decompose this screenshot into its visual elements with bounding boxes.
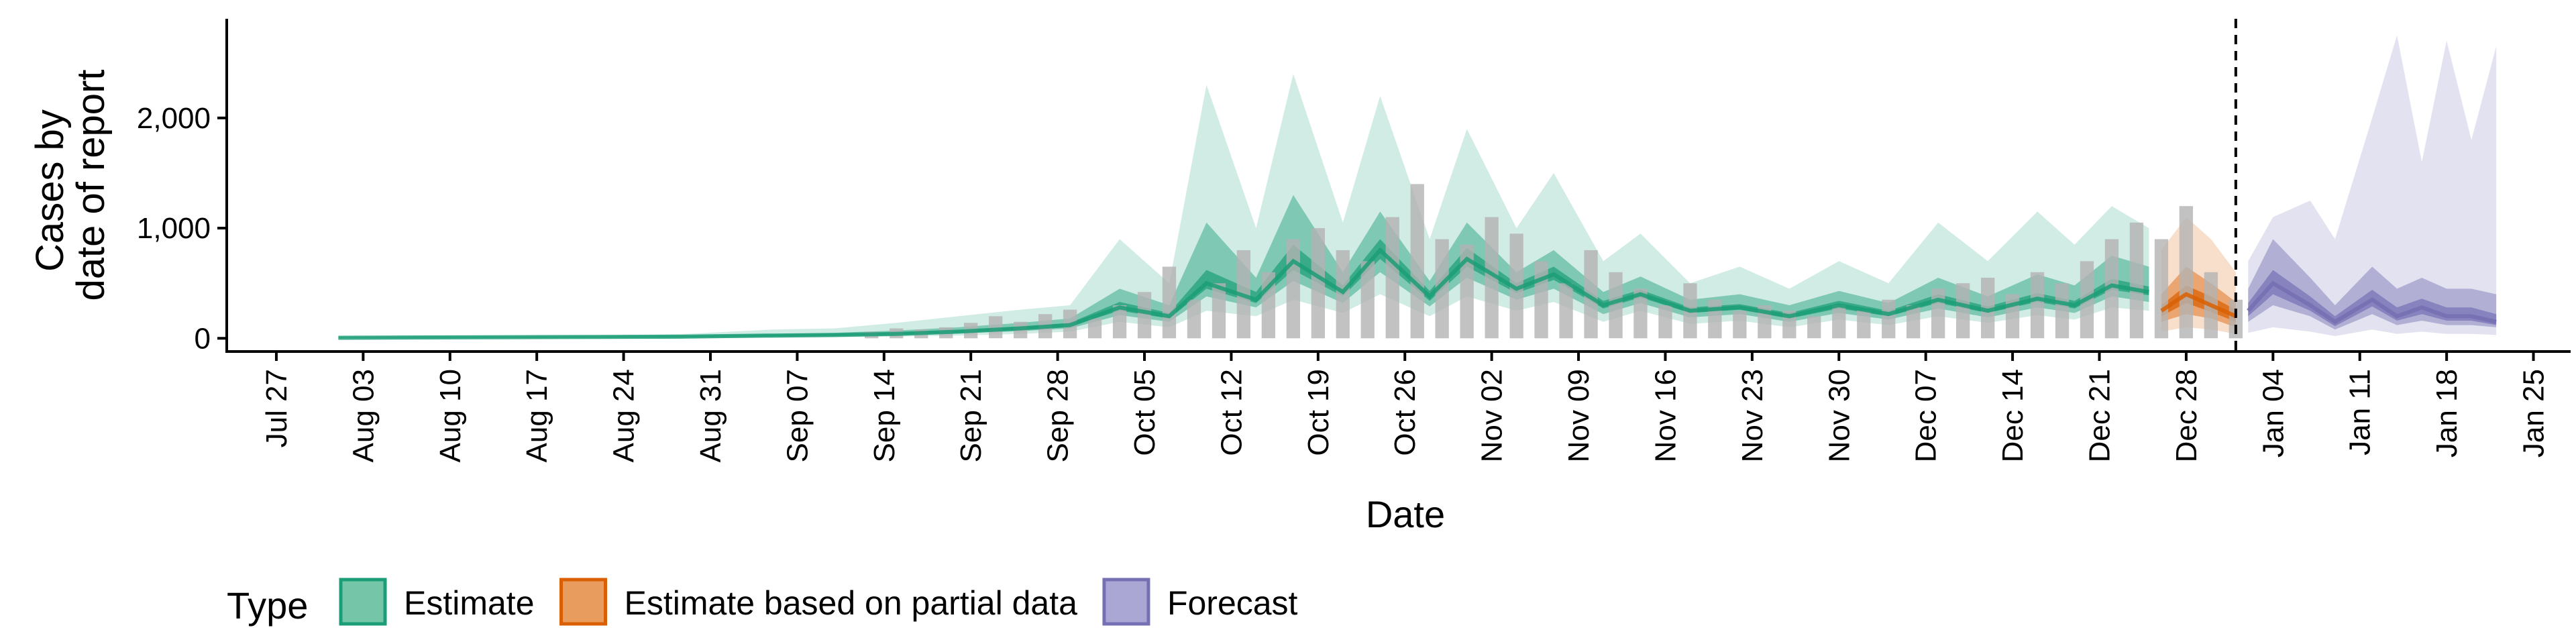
x-tick-label: Oct 26 — [1389, 369, 1421, 456]
x-tick-label: Aug 24 — [608, 369, 641, 462]
observed-bar — [2179, 206, 2193, 339]
x-tick-label: Dec 14 — [1996, 369, 2029, 462]
x-tick-label: Aug 17 — [521, 369, 553, 462]
observed-bar — [1162, 266, 1177, 339]
y-tick-label: 1,000 — [137, 212, 211, 245]
legend: Type Estimate Estimate based on partial d… — [227, 578, 1298, 627]
observed-bar — [2055, 283, 2070, 339]
x-tick-label: Nov 02 — [1476, 369, 1509, 462]
observed-bar — [1658, 305, 1672, 339]
y-tick-label: 0 — [195, 322, 211, 355]
x-tick-label: Nov 09 — [1562, 369, 1595, 462]
x-tick-label: Oct 19 — [1302, 369, 1335, 456]
observed-bar — [1609, 272, 1623, 339]
observed-bar — [1633, 288, 1648, 339]
x-tick-label: Sep 28 — [1042, 369, 1075, 462]
observed-bar — [989, 316, 1003, 339]
x-tick-label: Sep 14 — [868, 369, 901, 462]
median-line-forecast — [2247, 280, 2497, 325]
observed-bar — [1286, 239, 1300, 339]
band-forecast-upper_90 — [2248, 35, 2497, 336]
y-axis-ticks: 0 1,000 2,000 — [137, 102, 227, 355]
x-axis-title: Date — [1366, 493, 1445, 535]
observed-bar — [1931, 288, 1945, 339]
observed-bar — [1311, 228, 1325, 339]
y-tick-label: 2,000 — [137, 102, 211, 135]
observed-bar — [1907, 305, 1921, 339]
observed-bar — [2005, 294, 2020, 339]
x-tick-label: Aug 31 — [694, 369, 727, 462]
observed-bar — [2104, 239, 2119, 339]
y-axis-title-line-1: Cases by — [28, 109, 72, 272]
x-tick-label: Oct 05 — [1128, 369, 1161, 456]
observed-bar — [1360, 261, 1375, 339]
observed-bars — [865, 184, 2243, 339]
median-line-estimate — [338, 247, 2149, 340]
observed-bar — [1708, 299, 1722, 339]
observed-bar — [1435, 239, 1449, 339]
y-axis-title: Cases by date of report — [28, 70, 113, 301]
y-axis-title-line-2: date of report — [69, 70, 113, 301]
axes — [225, 19, 2571, 353]
x-tick-label: Jan 25 — [2518, 369, 2551, 458]
observed-bar — [1956, 283, 1970, 339]
observed-bar — [1559, 283, 1573, 339]
observed-bar — [1981, 278, 1995, 339]
legend-swatch — [559, 578, 608, 626]
observed-bar — [2129, 222, 2144, 339]
observed-bar — [1087, 318, 1102, 339]
x-tick-label: Aug 03 — [347, 369, 380, 462]
x-tick-label: Nov 16 — [1649, 369, 1682, 462]
x-tick-label: Nov 23 — [1736, 369, 1769, 462]
observed-bar — [1485, 217, 1499, 339]
band-estimate-upper_90 — [338, 74, 2149, 339]
observed-bar — [1857, 311, 1871, 339]
observed-bar — [1509, 233, 1523, 339]
legend-label: Estimate — [404, 584, 535, 622]
observed-bar — [2229, 299, 2243, 339]
observed-bar — [2154, 239, 2169, 339]
median-line-estimate-based-on-partial-data — [2160, 292, 2237, 319]
observed-bar — [1460, 244, 1474, 339]
observed-bar — [1410, 184, 1424, 339]
observed-bar — [1385, 217, 1399, 339]
legend-swatch — [339, 578, 387, 626]
legend-label: Estimate based on partial data — [625, 584, 1078, 622]
x-axis-ticks: Jul 27 Aug 03 Aug 10 Aug 17 Aug 24 Aug 31 Sep … — [260, 352, 2551, 462]
median-lines — [338, 247, 2497, 340]
legend-swatch — [1102, 578, 1150, 626]
observed-bar — [1584, 250, 1598, 339]
observed-bar — [1832, 305, 1846, 339]
observed-bar — [1807, 316, 1821, 339]
x-tick-label: Aug 10 — [434, 369, 467, 462]
x-tick-label: Jan 18 — [2430, 369, 2463, 458]
observed-bar — [1112, 305, 1127, 339]
observed-bar — [1212, 283, 1226, 339]
x-tick-label: Sep 21 — [955, 369, 987, 462]
legend-title: Type — [227, 584, 308, 627]
legend-label: Forecast — [1167, 584, 1298, 622]
x-tick-label: Oct 12 — [1215, 369, 1248, 456]
x-tick-label: Jan 04 — [2257, 369, 2290, 458]
x-tick-label: Jan 11 — [2344, 369, 2377, 455]
observed-bar — [1187, 299, 1201, 339]
observed-bar — [1733, 311, 1747, 339]
observed-bar — [1534, 261, 1548, 339]
observed-bar — [2030, 272, 2045, 339]
x-tick-label: Nov 30 — [1823, 369, 1856, 462]
x-tick-label: Dec 21 — [2084, 369, 2116, 462]
observed-bar — [1882, 299, 1896, 339]
x-tick-label: Dec 07 — [1910, 369, 1943, 462]
observed-bar — [1137, 292, 1152, 339]
x-tick-label: Sep 07 — [781, 369, 814, 462]
x-tick-label: Jul 27 — [260, 369, 293, 447]
x-tick-label: Dec 28 — [2170, 369, 2203, 462]
